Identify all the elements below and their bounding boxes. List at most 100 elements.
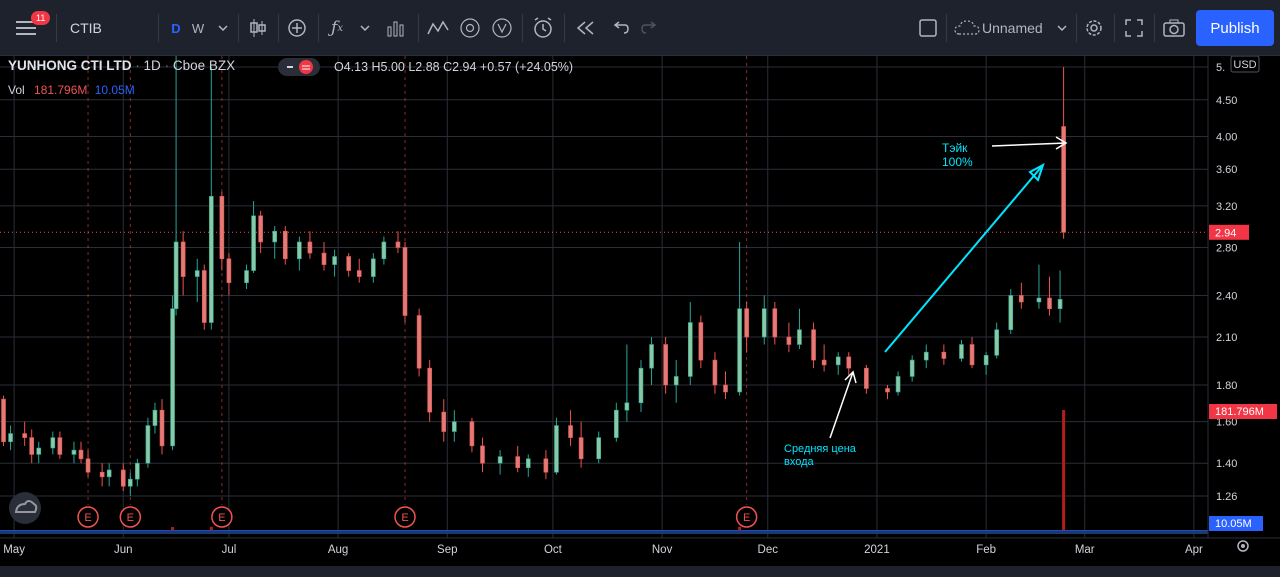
candle-body: [480, 445, 485, 464]
take-profit-arrow[interactable]: [884, 164, 1044, 353]
candle-body: [297, 241, 302, 260]
visibility-toggle-icon[interactable]: [278, 58, 320, 76]
logo-icon[interactable]: [9, 492, 41, 524]
layout-icon[interactable]: [914, 0, 942, 56]
candle-body: [983, 355, 989, 366]
o-circle-icon[interactable]: [456, 0, 484, 56]
candle-body: [8, 433, 13, 443]
price-tick-label: 4.50: [1216, 95, 1237, 107]
plus-circle-icon[interactable]: [284, 0, 310, 56]
candle-body: [36, 447, 42, 455]
price-tick-label: 1.40: [1216, 458, 1237, 470]
volume-base: [0, 531, 1208, 534]
earnings-marker-icon[interactable]: E: [211, 506, 233, 528]
candle-body: [761, 308, 767, 338]
candle-body: [885, 388, 890, 393]
series-legend[interactable]: YUNHONG CTI LTD · 1D · Cboe BZX: [8, 58, 236, 73]
candle-body: [99, 471, 105, 478]
price-tick-label: 4.00: [1216, 131, 1237, 143]
legend-interval: 1D: [143, 58, 161, 73]
camera-icon[interactable]: [1160, 0, 1188, 56]
chevron-down-icon[interactable]: [1054, 0, 1070, 56]
time-tick-label: Jun: [114, 544, 133, 556]
layout-name-button[interactable]: Unnamed: [982, 0, 1052, 56]
candle-body: [120, 469, 126, 487]
candle-body: [106, 469, 112, 478]
candle-body: [194, 270, 200, 277]
candle-body: [923, 351, 929, 361]
candle-body: [173, 241, 179, 309]
timeframe-weekly-button[interactable]: W: [191, 20, 205, 36]
candle-body: [846, 356, 852, 369]
earnings-marker-icon[interactable]: E: [735, 506, 758, 528]
earnings-marker-icon[interactable]: E: [77, 506, 99, 528]
chart-grid: [0, 56, 1208, 538]
candle-body: [128, 478, 133, 487]
chevron-down-icon[interactable]: [356, 0, 374, 56]
earnings-marker-icon[interactable]: E: [119, 506, 142, 528]
candle-body: [864, 367, 869, 389]
candle-body: [371, 258, 376, 277]
price-tick-label: 5.: [1216, 62, 1225, 74]
candle-body: [578, 437, 584, 460]
price-tick-label: 1.26: [1216, 491, 1237, 503]
usd-currency-badge[interactable]: USD: [1230, 55, 1260, 73]
candle-body: [469, 421, 475, 447]
cloud-icon[interactable]: [952, 0, 982, 56]
chevron-down-icon[interactable]: [212, 0, 234, 56]
settings-icon[interactable]: [1237, 540, 1249, 552]
time-tick-label: Oct: [544, 544, 563, 556]
candle-body: [737, 308, 742, 393]
candle-body: [959, 344, 964, 359]
bar-chart-icon[interactable]: [382, 0, 410, 56]
candle-body: [71, 449, 77, 455]
candle-body: [895, 376, 901, 393]
volume-ma-label: 10.05M: [1215, 518, 1252, 530]
candles-icon[interactable]: [244, 0, 272, 56]
replay-icon[interactable]: [570, 0, 600, 56]
gear-icon[interactable]: [1080, 0, 1108, 56]
legend-ohlc-values: O4.13 H5.00 L2.88 C2.94 +0.57 (+24.05%): [334, 60, 574, 74]
time-scale[interactable]: [0, 537, 1280, 566]
price-tick-label: 1.80: [1216, 380, 1237, 392]
price-tick-label: 2.40: [1216, 290, 1237, 302]
price-tick-label: 3.60: [1216, 164, 1237, 176]
candle-body: [543, 458, 549, 473]
volume-legend[interactable]: Vol 181.796M 10.05M: [8, 83, 135, 97]
v-circle-icon[interactable]: [488, 0, 516, 56]
price-scale[interactable]: [1207, 56, 1280, 538]
candle-body: [624, 402, 630, 411]
candle-body: [596, 437, 602, 460]
price-tick-label: 2.10: [1216, 332, 1237, 344]
candle-body: [1008, 295, 1014, 330]
target-arrow[interactable]: [991, 142, 1067, 147]
candle-body: [85, 458, 91, 473]
timeframe-daily-button[interactable]: D: [171, 20, 181, 36]
pattern-icon[interactable]: [424, 0, 452, 56]
undo-icon[interactable]: [606, 0, 634, 56]
candle-body: [497, 456, 503, 464]
candle-body: [441, 411, 447, 432]
alert-clock-icon[interactable]: [528, 0, 558, 56]
entry-arrow[interactable]: [829, 371, 854, 439]
drawing-annotations[interactable]: Тэйк 100% Средняя цена входа: [784, 136, 1068, 468]
candle-body: [811, 329, 816, 361]
price-tick-label: 2.80: [1216, 242, 1237, 254]
menu-icon[interactable]: [6, 0, 46, 56]
layout-name-text: Unnamed: [982, 20, 1043, 36]
avg-entry-label-2: входа: [784, 456, 815, 468]
candle-body: [180, 241, 186, 277]
fullscreen-icon[interactable]: [1120, 0, 1148, 56]
candle-body: [170, 308, 175, 447]
symbol-search-input[interactable]: CTIB: [56, 0, 156, 56]
publish-button[interactable]: Publish: [1196, 10, 1274, 46]
candle-body: [698, 322, 704, 361]
earnings-marker-icon[interactable]: E: [394, 506, 416, 528]
candle-body: [332, 256, 337, 265]
volume-bar: [1062, 410, 1066, 530]
redo-icon[interactable]: [636, 0, 664, 56]
candle-body: [219, 196, 225, 260]
